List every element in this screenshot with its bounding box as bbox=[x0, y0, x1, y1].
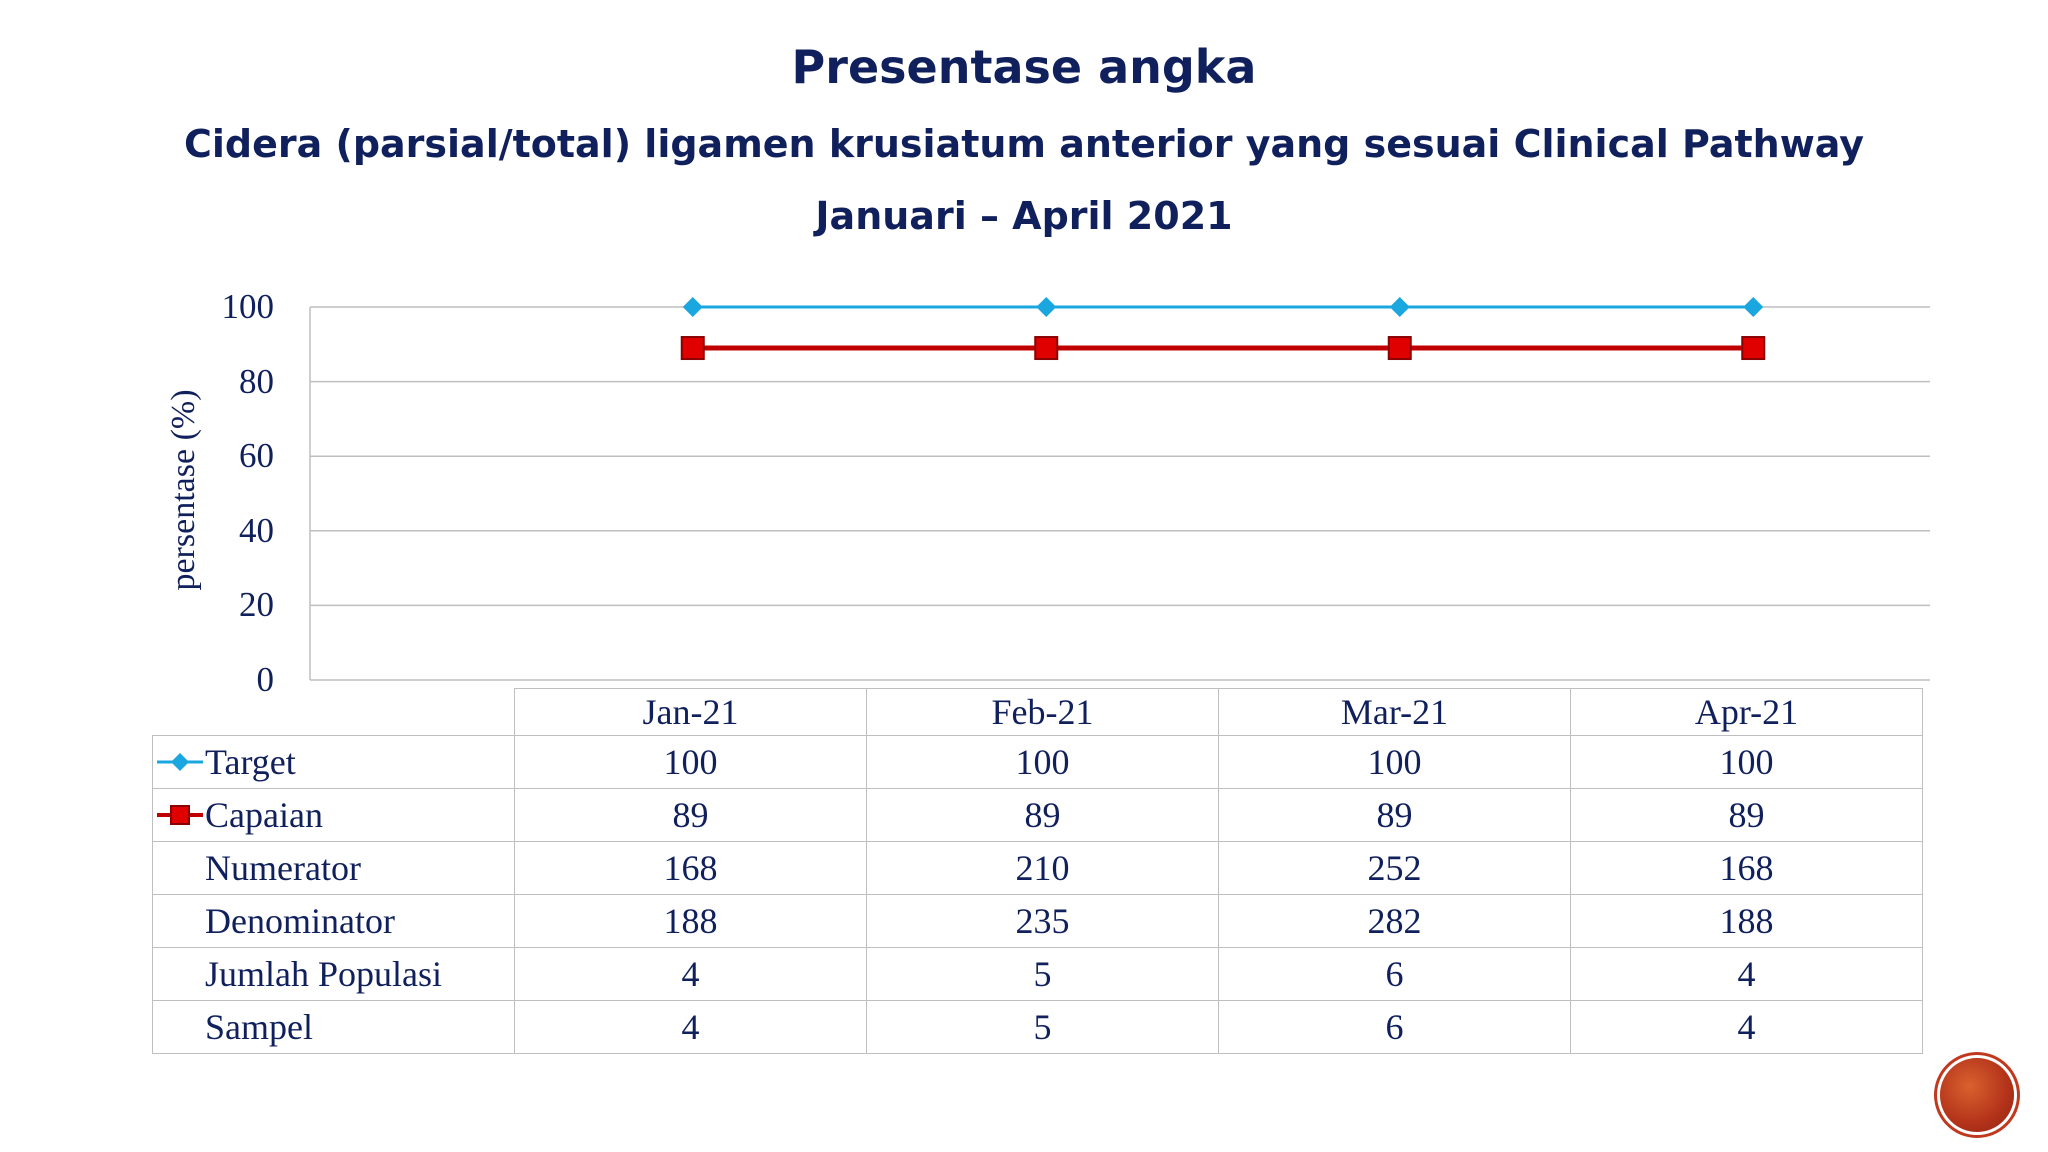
table-cell: 4 bbox=[514, 1000, 867, 1054]
data-point-target bbox=[682, 297, 703, 317]
row-label: Numerator bbox=[152, 841, 515, 895]
table-cell: 6 bbox=[1218, 1000, 1571, 1054]
table-cell: 89 bbox=[1570, 788, 1923, 842]
table-row: Capaian 89 89 89 89 bbox=[152, 788, 1923, 842]
table-cell: 100 bbox=[1570, 735, 1923, 789]
table-row: Target 100 100 100 100 bbox=[152, 735, 1923, 789]
y-tick-label: 100 bbox=[221, 287, 275, 326]
chart-subtitle: Cidera (parsial/total) ligamen krusiatum… bbox=[183, 122, 1865, 166]
data-point-target bbox=[1743, 297, 1764, 317]
chart-period: Januari – April 2021 bbox=[815, 194, 1233, 238]
data-point-target bbox=[1389, 297, 1410, 317]
category-label: Jan-21 bbox=[514, 688, 867, 736]
row-label-cell: Capaian bbox=[152, 788, 515, 842]
category-label: Feb-21 bbox=[866, 688, 1219, 736]
table-cell: 4 bbox=[1570, 1000, 1923, 1054]
row-label: Capaian bbox=[205, 795, 323, 835]
red-circle-logo-icon bbox=[1940, 1058, 2014, 1132]
y-tick-label: 40 bbox=[239, 510, 274, 550]
category-label: Apr-21 bbox=[1570, 688, 1923, 736]
table-cell: 4 bbox=[514, 947, 867, 1001]
table-row: Sampel 4 5 6 4 bbox=[152, 1000, 1923, 1054]
y-tick-label: 80 bbox=[239, 361, 274, 401]
y-tick-label: 20 bbox=[239, 585, 274, 625]
table-corner bbox=[152, 688, 515, 736]
table-cell: 235 bbox=[866, 894, 1219, 948]
row-label: Denominator bbox=[152, 894, 515, 948]
table-cell: 168 bbox=[1570, 841, 1923, 895]
table-cell: 100 bbox=[514, 735, 867, 789]
data-point-capaian bbox=[1741, 336, 1766, 361]
row-label: Jumlah Populasi bbox=[152, 947, 515, 1001]
table-row: Jumlah Populasi 4 5 6 4 bbox=[152, 947, 1923, 1001]
diamond-legend-icon bbox=[157, 753, 203, 771]
y-axis-label: persentase (%) bbox=[165, 389, 202, 591]
data-table: Jan-21 Feb-21 Mar-21 Apr-21 Target 100 1… bbox=[152, 688, 1923, 1054]
table-cell: 89 bbox=[866, 788, 1219, 842]
table-cell: 188 bbox=[514, 894, 867, 948]
table-row: Denominator 188 235 282 188 bbox=[152, 894, 1923, 948]
table-cell: 100 bbox=[1218, 735, 1571, 789]
table-cell: 5 bbox=[866, 1000, 1219, 1054]
table-row: Numerator 168 210 252 168 bbox=[152, 841, 1923, 895]
table-cell: 4 bbox=[1570, 947, 1923, 1001]
row-label: Sampel bbox=[152, 1000, 515, 1054]
table-cell: 252 bbox=[1218, 841, 1571, 895]
table-cell: 100 bbox=[866, 735, 1219, 789]
table-cell: 282 bbox=[1218, 894, 1571, 948]
square-legend-icon bbox=[157, 805, 203, 825]
data-point-capaian bbox=[1034, 336, 1059, 361]
table-cell: 89 bbox=[514, 788, 867, 842]
table-header-row: Jan-21 Feb-21 Mar-21 Apr-21 bbox=[152, 688, 1923, 736]
table-cell: 5 bbox=[866, 947, 1219, 1001]
row-label-cell: Target bbox=[152, 735, 515, 789]
category-label: Mar-21 bbox=[1218, 688, 1571, 736]
y-tick-label: 60 bbox=[239, 436, 274, 476]
table-cell: 89 bbox=[1218, 788, 1571, 842]
row-label: Target bbox=[205, 742, 296, 782]
data-point-capaian bbox=[1387, 336, 1412, 361]
table-cell: 6 bbox=[1218, 947, 1571, 1001]
table-cell: 168 bbox=[514, 841, 867, 895]
page-title: Presentase angka bbox=[791, 40, 1257, 94]
data-point-target bbox=[1036, 297, 1057, 317]
table-cell: 210 bbox=[866, 841, 1219, 895]
table-cell: 188 bbox=[1570, 894, 1923, 948]
data-point-capaian bbox=[680, 336, 705, 361]
